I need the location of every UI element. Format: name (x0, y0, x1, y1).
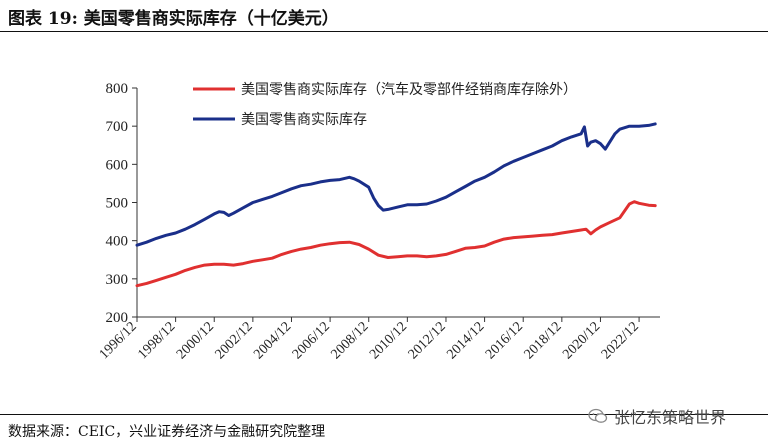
x-tick-label: 2012/12 (406, 319, 449, 362)
x-tick-label: 1998/12 (135, 319, 178, 362)
y-tick-label: 800 (106, 81, 129, 97)
series-line-1 (135, 200, 657, 288)
y-tick-label: 500 (106, 196, 129, 212)
x-tick-label: 2014/12 (444, 319, 487, 362)
y-tick-label: 300 (106, 272, 129, 288)
legend-label-2: 美国零售商实际库存 (241, 112, 367, 128)
watermark-text: 张忆东策略世界 (614, 408, 727, 427)
x-tick-label: 2004/12 (251, 319, 294, 362)
legend-label-1: 美国零售商实际库存（汽车及零部件经销商库存除外） (241, 81, 577, 98)
watermark: 张忆东策略世界 (588, 404, 726, 428)
y-tick-label: 200 (106, 310, 129, 326)
y-tick-label: 700 (106, 119, 129, 135)
wechat-icon (588, 408, 608, 423)
source-note: 数据来源：CEIC，兴业证券经济与金融研究院整理 (8, 424, 326, 440)
axes-group (136, 88, 660, 318)
x-axis-ticks: 1996/121998/122000/122002/122004/122006/… (97, 317, 642, 362)
figure-title: 图表 19: 美国零售商实际库存（十亿美元） (8, 9, 339, 29)
x-tick-label: 2020/12 (560, 319, 603, 362)
footer-divider (0, 414, 768, 415)
x-tick-label: 2008/12 (328, 319, 371, 362)
y-tick-label: 400 (106, 234, 129, 250)
y-tick-label: 600 (106, 157, 129, 173)
x-tick-label: 2016/12 (483, 319, 526, 362)
title-divider (0, 31, 768, 32)
x-tick-label: 2002/12 (213, 319, 256, 362)
series-lines (135, 122, 657, 288)
chart-legend: 美国零售商实际库存（汽车及零部件经销商库存除外） 美国零售商实际库存 (193, 81, 577, 128)
x-tick-label: 2000/12 (174, 319, 217, 362)
series-line-2 (135, 122, 657, 247)
x-tick-label: 2006/12 (290, 319, 333, 362)
x-tick-label: 2010/12 (367, 319, 410, 362)
x-tick-label: 2018/12 (522, 319, 565, 362)
y-axis-ticks: 200 300 400 500 600 700 800 (106, 81, 137, 326)
x-tick-label: 2022/12 (599, 319, 642, 362)
